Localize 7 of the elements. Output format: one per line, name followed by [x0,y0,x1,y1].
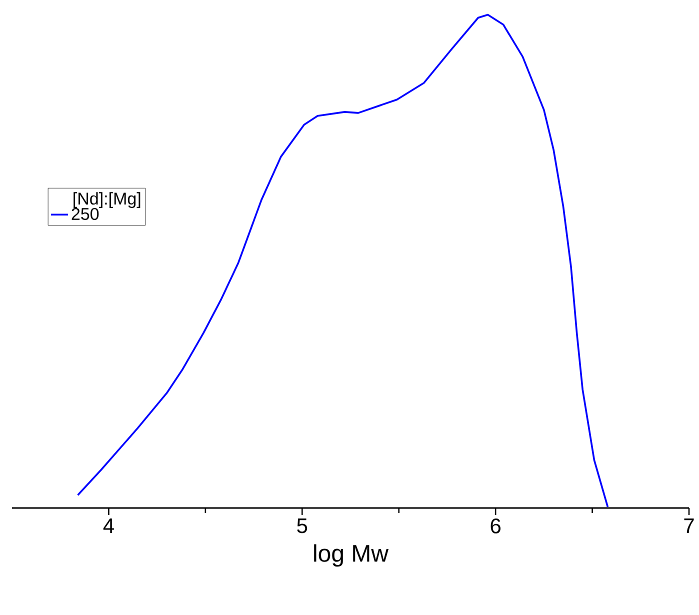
x-axis-title: log Mw [314,544,389,567]
x-tick-label: 5 [297,518,308,534]
legend-label: 250 [72,208,99,220]
x-tick-label: 4 [103,518,114,533]
x-tick-label: 7 [684,518,694,533]
legend-title: [Nd]:[Mg] [74,192,140,208]
x-tick-label: 6 [490,518,500,534]
